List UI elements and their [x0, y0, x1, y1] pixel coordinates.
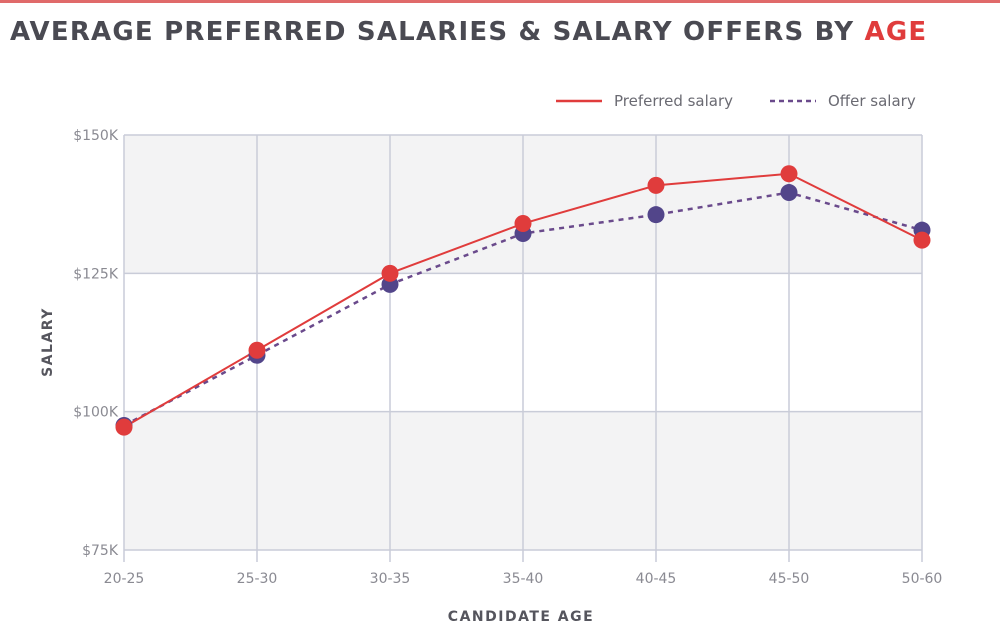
- chart-title-accent: AGE: [864, 17, 928, 47]
- x-tick-label: 25-30: [237, 571, 278, 587]
- y-tick-label: $125K: [73, 266, 119, 282]
- data-point-preferred-salary: [913, 231, 931, 249]
- chart-title-main: AVERAGE PREFERRED SALARIES & SALARY OFFE…: [10, 17, 865, 47]
- legend-label-offer-salary: Offer salary: [828, 92, 916, 110]
- data-point-preferred-salary: [780, 165, 798, 183]
- chart-title: AVERAGE PREFERRED SALARIES & SALARY OFFE…: [10, 17, 927, 47]
- data-point-preferred-salary: [115, 418, 133, 436]
- x-tick-label: 30-35: [370, 571, 411, 587]
- y-tick-label: $150K: [73, 128, 119, 144]
- data-point-preferred-salary: [514, 215, 532, 233]
- series-markers: [115, 165, 931, 436]
- data-point-offer-salary: [647, 206, 665, 224]
- x-tick-label: 20-25: [104, 571, 145, 587]
- x-axis-label: CANDIDATE AGE: [448, 609, 594, 625]
- x-tick-label: 40-45: [636, 571, 677, 587]
- y-tick-label: $75K: [82, 543, 119, 559]
- y-axis-ticks: $150K $125K $100K $75K: [73, 128, 119, 559]
- data-point-preferred-salary: [647, 176, 665, 194]
- data-point-preferred-salary: [248, 341, 266, 359]
- legend-label-preferred-salary: Preferred salary: [614, 92, 733, 110]
- x-axis-ticks: 20-25 25-30 30-35 35-40 40-45 45-50 50-60: [104, 571, 943, 587]
- data-point-offer-salary: [780, 184, 798, 202]
- legend: Preferred salary Offer salary: [556, 92, 916, 110]
- top-rule: [0, 0, 1000, 3]
- x-tick-label: 50-60: [902, 571, 943, 587]
- y-axis-label: SALARY: [40, 307, 56, 377]
- grid-lines: [123, 134, 923, 562]
- y-tick-label: $100K: [73, 405, 119, 421]
- x-tick-label: 35-40: [503, 571, 544, 587]
- data-point-preferred-salary: [381, 264, 399, 282]
- x-tick-label: 45-50: [769, 571, 810, 587]
